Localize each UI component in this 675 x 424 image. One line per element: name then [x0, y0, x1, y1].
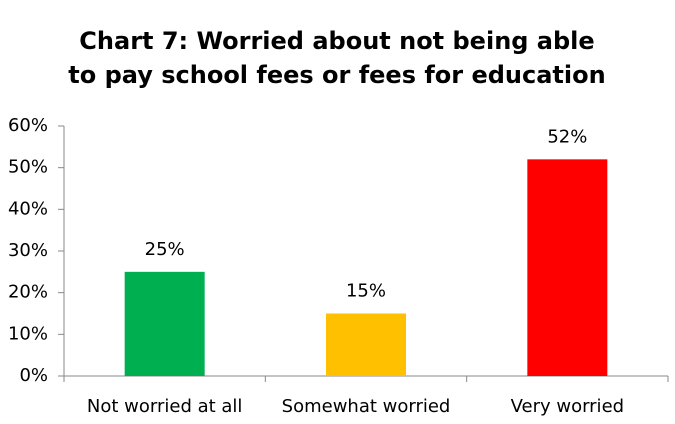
- x-tick-label: Very worried: [511, 396, 624, 417]
- y-tick-label: 10%: [8, 323, 48, 344]
- value-label: 52%: [547, 126, 587, 147]
- bar: [124, 271, 205, 376]
- bar: [527, 159, 608, 376]
- value-label: 15%: [346, 281, 386, 302]
- y-tick-label: 20%: [8, 282, 48, 303]
- x-tick-label: Not worried at all: [87, 396, 243, 417]
- value-label: 25%: [145, 239, 185, 260]
- bar: [326, 313, 406, 376]
- y-tick-label: 50%: [8, 157, 48, 178]
- chart-title: Chart 7: Worried about not being able: [79, 27, 594, 55]
- y-tick-label: 30%: [8, 240, 48, 261]
- chart-title: to pay school fees or fees for education: [68, 61, 605, 89]
- x-tick-label: Somewhat worried: [282, 396, 451, 417]
- y-tick-label: 60%: [8, 115, 48, 136]
- y-tick-label: 40%: [8, 198, 48, 219]
- y-tick-label: 0%: [19, 365, 48, 386]
